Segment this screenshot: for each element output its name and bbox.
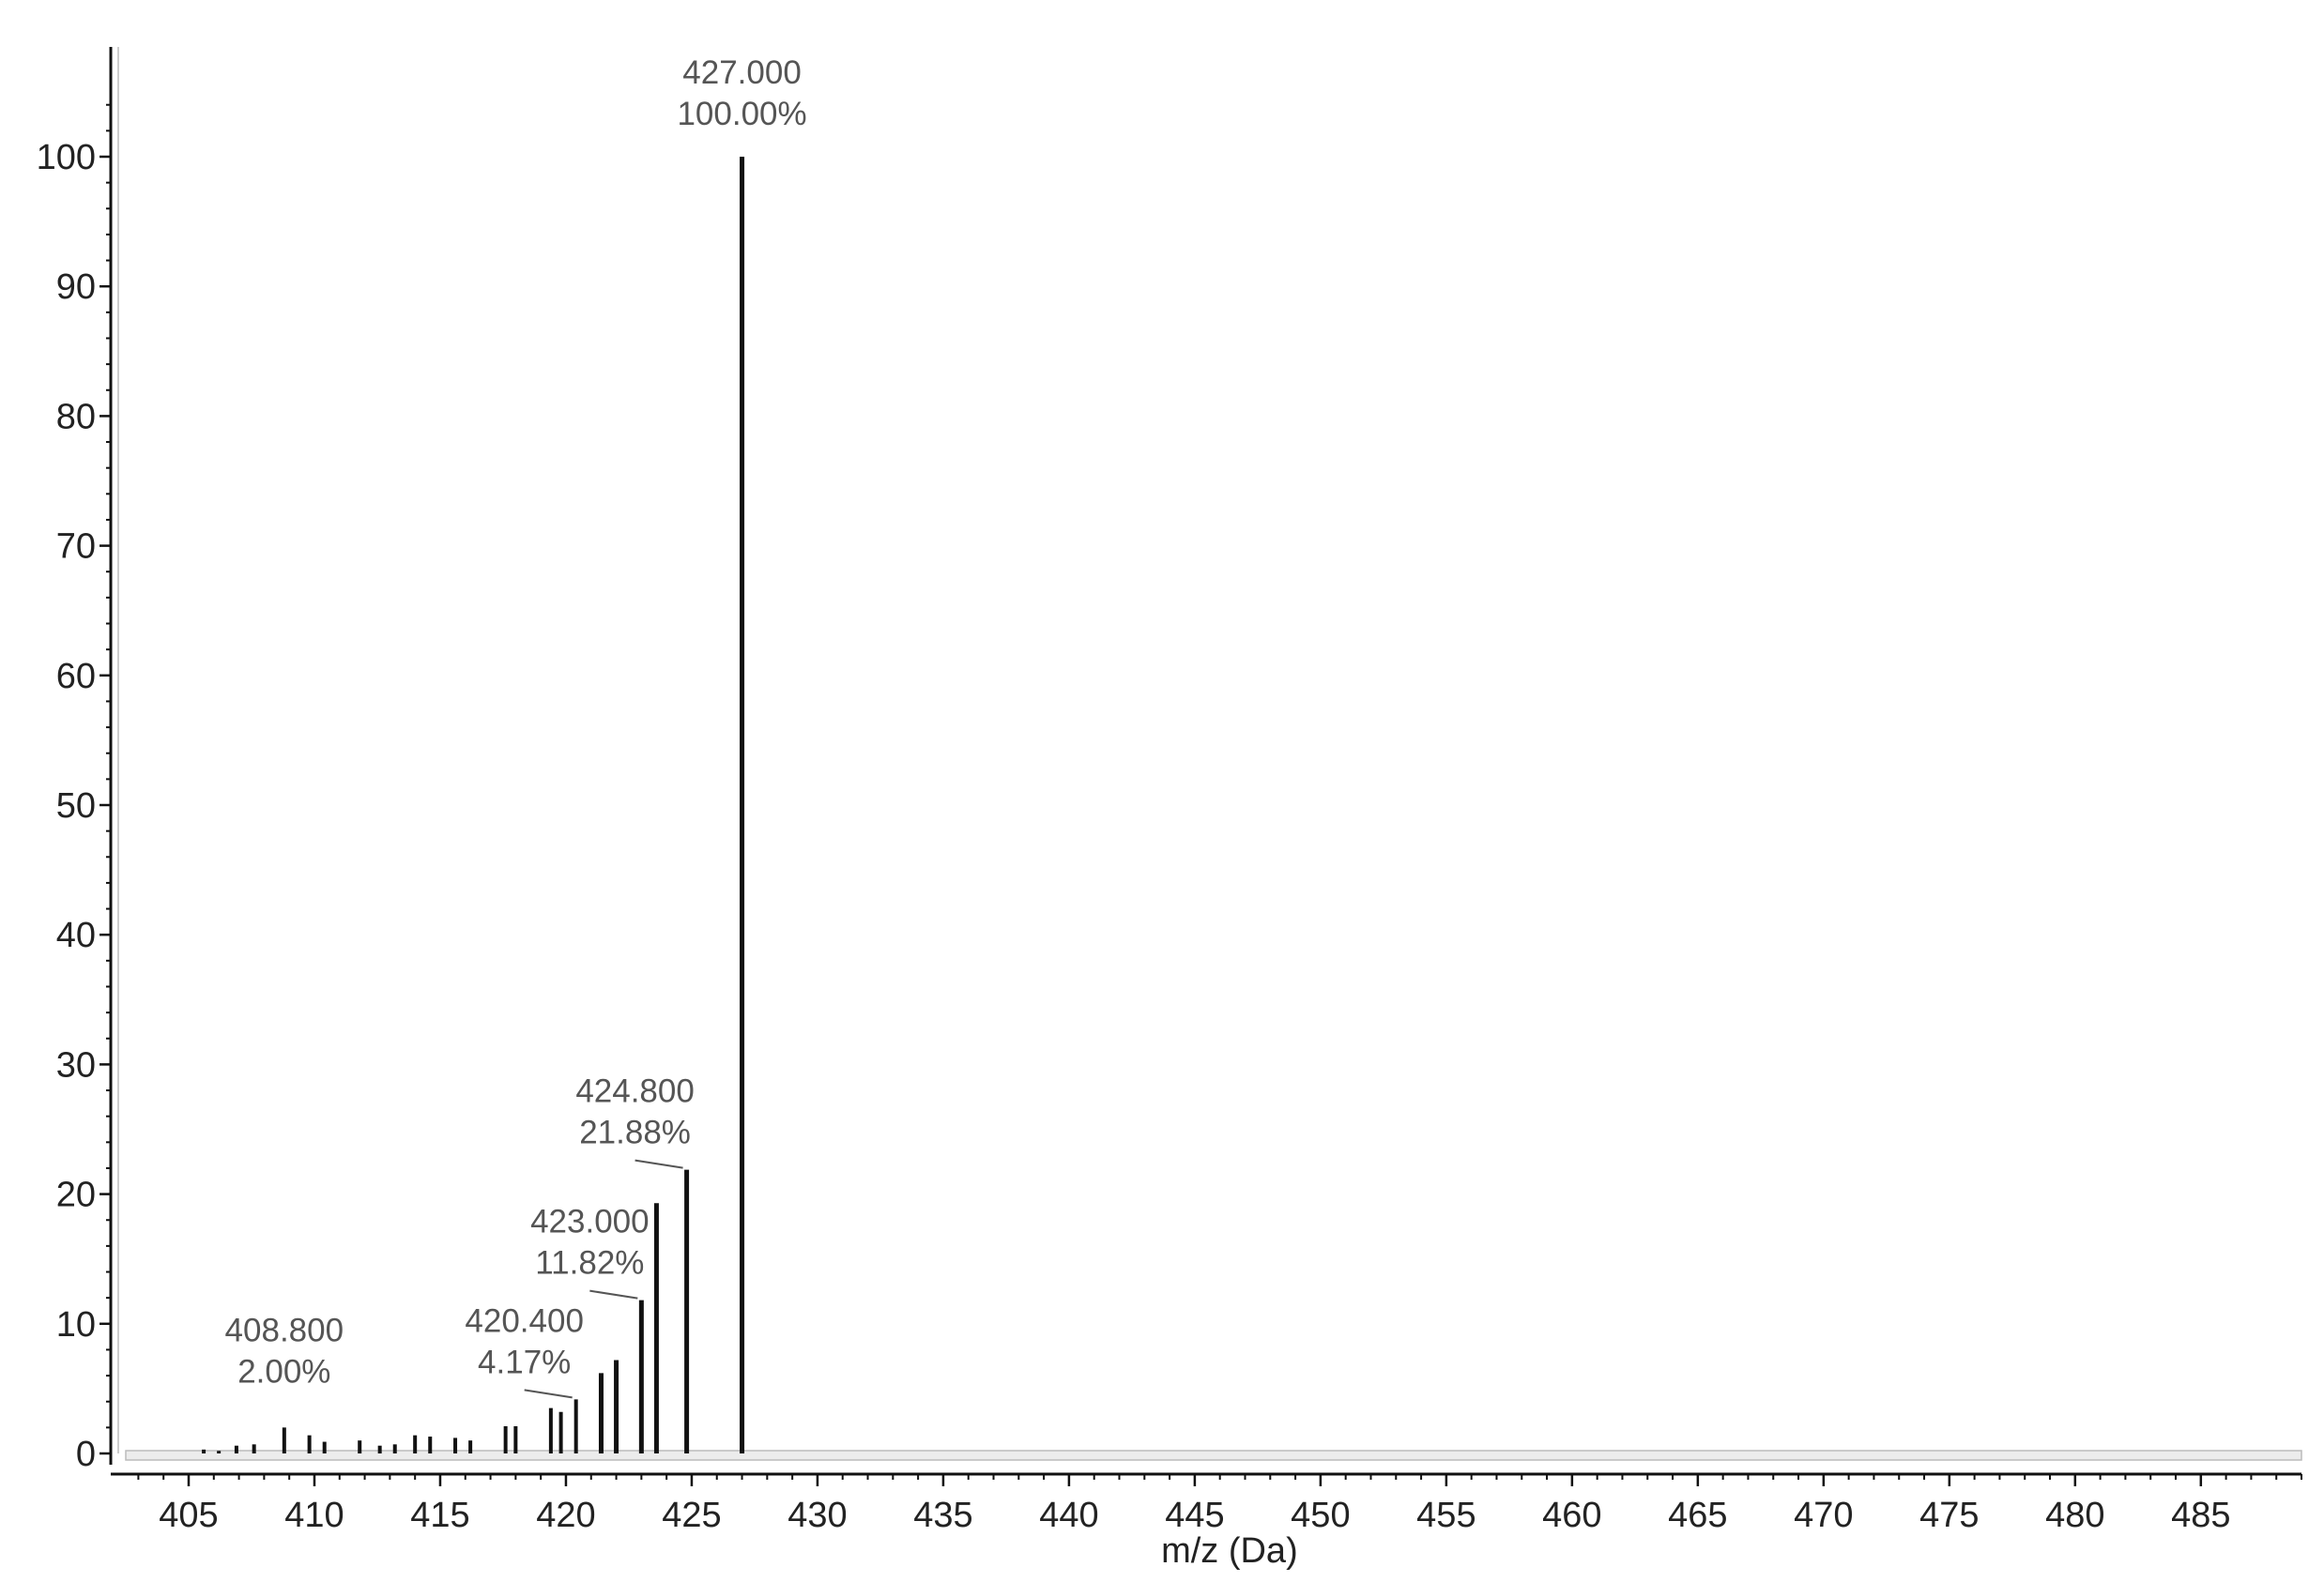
y-tick-label: 80 [56, 397, 96, 436]
peak-mz-label: 423.000 [530, 1204, 650, 1240]
peak-label-leader [635, 1159, 683, 1169]
peak-percent-label: 2.00% [237, 1353, 330, 1390]
x-tick-label: 450 [1291, 1496, 1350, 1535]
x-tick-label: 470 [1794, 1496, 1853, 1535]
x-tick-label: 430 [787, 1496, 847, 1535]
x-tick-label: 480 [2045, 1496, 2104, 1535]
peak-percent-label: 21.88% [579, 1115, 691, 1151]
x-tick-label: 425 [662, 1496, 721, 1535]
y-tick-label: 60 [56, 657, 96, 696]
y-tick-label: 0 [76, 1435, 96, 1474]
x-tick-label: 485 [2171, 1496, 2230, 1535]
peak-label-leader [524, 1389, 573, 1399]
chart-peaks [202, 157, 745, 1453]
peak-mz-label: 408.800 [225, 1312, 344, 1348]
x-tick-label: 415 [410, 1496, 469, 1535]
y-tick-label: 50 [56, 786, 96, 826]
y-tick-label: 20 [56, 1176, 96, 1215]
x-tick-label: 460 [1542, 1496, 1601, 1535]
y-tick-label: 100 [37, 138, 96, 177]
peak-mz-label: 427.000 [682, 54, 802, 91]
x-tick-label: 410 [284, 1496, 344, 1535]
y-tick-label: 10 [56, 1305, 96, 1345]
x-tick-label: 435 [913, 1496, 972, 1535]
x-tick-label: 405 [159, 1496, 218, 1535]
peak-mz-label: 420.400 [465, 1302, 584, 1339]
peak-percent-label: 4.17% [478, 1344, 571, 1380]
x-tick-label: 475 [1919, 1496, 1979, 1535]
x-tick-label: 440 [1039, 1496, 1098, 1535]
peak-percent-label: 11.82% [535, 1245, 644, 1282]
peak-label-leader [589, 1289, 638, 1300]
x-tick-label: 420 [536, 1496, 595, 1535]
y-tick-label: 90 [56, 267, 96, 307]
y-tick-label: 70 [56, 527, 96, 567]
x-tick-label: 465 [1668, 1496, 1727, 1535]
peak-percent-label: 100.00% [677, 96, 806, 132]
chart-annotations: 408.800 2.00% 420.400 4.17% 423.000 11.82% 424… [225, 54, 807, 1399]
baseline-band [125, 1450, 2302, 1461]
y-tick-label: 40 [56, 916, 96, 955]
y-tick-label: 30 [56, 1045, 96, 1085]
x-axis-title: m/z (Da) [1161, 1531, 1298, 1571]
chart-axes: 0 10 20 30 40 50 60 70 80 90 100 405 410 415 420 425 430… [37, 47, 2302, 1535]
x-tick-label: 445 [1165, 1496, 1224, 1535]
x-tick-label: 455 [1416, 1496, 1475, 1535]
peak-mz-label: 424.800 [575, 1073, 695, 1110]
